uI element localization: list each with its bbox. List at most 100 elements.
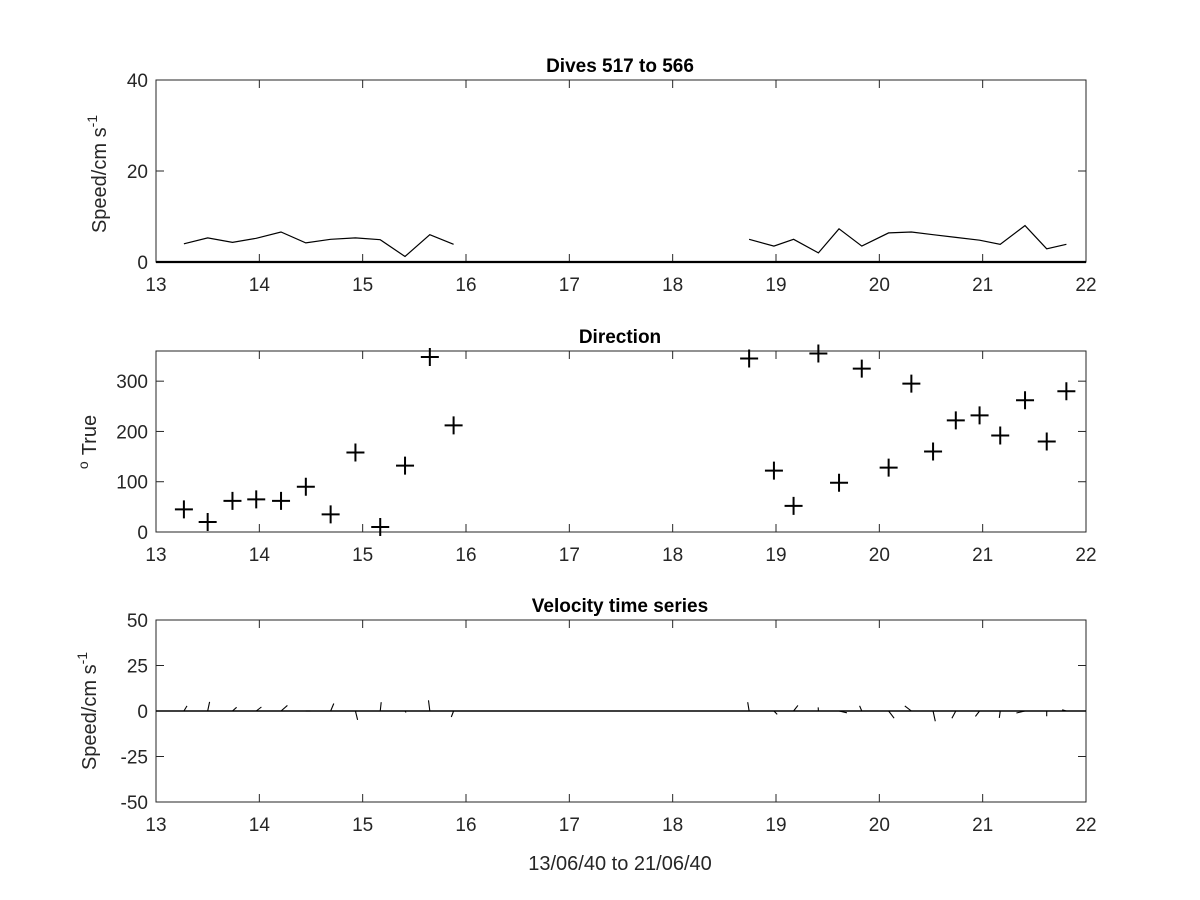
velocity-chart-ylabel: Speed/cm s-1 xyxy=(74,652,101,770)
velocity-chart-ylabel-text: Speed/cm s xyxy=(79,664,101,770)
direction-chart-xtick-label: 19 xyxy=(765,545,786,566)
speed-chart-xtick-label: 14 xyxy=(249,275,271,296)
velocity-chart-ytick-label: 25 xyxy=(127,657,148,678)
direction-chart-xtick-label: 16 xyxy=(455,545,476,566)
figure-xlabel: 13/06/40 to 21/06/40 xyxy=(528,853,712,875)
direction-chart-point xyxy=(784,496,803,515)
velocity-chart-ytick-label: -25 xyxy=(121,748,148,769)
direction-chart-xtick-label: 20 xyxy=(869,545,890,566)
velocity-chart-stick xyxy=(904,705,912,712)
direction-chart-panel: Direction o True 13 14 15 16 17 18 19 20 21 22 0 100… xyxy=(75,327,1097,566)
velocity-chart-stick xyxy=(450,710,455,718)
direction-chart-xtick-label: 21 xyxy=(972,545,993,566)
direction-chart-xtick-label: 15 xyxy=(352,545,373,566)
velocity-chart-stick xyxy=(330,703,335,712)
velocity-chart-xtick-label: 22 xyxy=(1075,815,1096,836)
direction-chart-ytick-label: 0 xyxy=(137,523,148,544)
speed-chart-xtick-label: 22 xyxy=(1075,275,1096,296)
direction-chart-ylabel-text: True xyxy=(79,415,101,455)
velocity-chart-stick xyxy=(255,706,262,712)
direction-chart-point xyxy=(879,458,898,477)
speed-chart-ytick-label: 40 xyxy=(127,71,148,92)
speed-chart-panel: Dives 517 to 566 Speed/cm s-1 13 14 15 16 17… xyxy=(84,56,1097,296)
direction-chart-xtick-label: 14 xyxy=(249,545,271,566)
speed-chart-xtick-label: 13 xyxy=(145,275,166,296)
direction-chart-xtick-label: 13 xyxy=(145,545,166,566)
direction-chart-point xyxy=(420,348,439,367)
velocity-chart-xtick-label: 19 xyxy=(765,815,786,836)
speed-chart-ytick-label: 0 xyxy=(137,253,148,274)
direction-chart-title: Direction xyxy=(579,327,661,348)
velocity-chart-stick xyxy=(183,705,188,712)
direction-chart-point xyxy=(991,426,1010,445)
direction-chart-point xyxy=(223,491,242,510)
direction-chart-point xyxy=(1016,391,1035,410)
velocity-chart-xtick-label: 18 xyxy=(662,815,683,836)
speed-chart-ytick-label: 20 xyxy=(127,162,148,183)
direction-chart-point xyxy=(247,490,266,509)
speed-chart-ylabel-text: Speed/cm s xyxy=(89,127,111,233)
velocity-chart-xtick-label: 14 xyxy=(249,815,271,836)
velocity-chart-xtick-label: 16 xyxy=(455,815,476,836)
direction-chart-point xyxy=(1057,382,1076,401)
velocity-chart-stick xyxy=(951,710,957,719)
velocity-chart-xtick-label: 15 xyxy=(352,815,373,836)
speed-chart-xtick-label: 19 xyxy=(765,275,786,296)
velocity-chart-stick xyxy=(232,706,237,712)
velocity-chart-stick xyxy=(974,710,981,717)
speed-chart-xtick-label: 21 xyxy=(972,275,993,296)
velocity-chart-ytick-label: 0 xyxy=(137,702,148,723)
velocity-chart-xtick-label: 13 xyxy=(145,815,166,836)
velocity-chart-stick xyxy=(932,710,936,722)
direction-chart-point xyxy=(924,442,943,461)
velocity-chart-stick xyxy=(404,710,407,713)
direction-chart-point xyxy=(809,344,828,363)
direction-chart-point xyxy=(321,505,340,524)
speed-chart-series-line xyxy=(748,224,1067,254)
velocity-chart-stick xyxy=(1062,709,1067,712)
velocity-chart-ylabel-exponent: -1 xyxy=(74,652,90,665)
velocity-chart-stick xyxy=(838,710,848,714)
direction-chart-point xyxy=(740,349,759,368)
velocity-chart-stick xyxy=(427,700,431,712)
direction-chart-ytick-label: 200 xyxy=(116,422,148,443)
speed-chart-xtick-label: 15 xyxy=(352,275,373,296)
speed-chart-xtick-label: 20 xyxy=(869,275,890,296)
direction-chart-point xyxy=(902,374,921,393)
velocity-chart-stick xyxy=(888,710,895,719)
velocity-chart-stick xyxy=(793,705,799,712)
velocity-chart-stick xyxy=(859,705,863,712)
direction-chart-point xyxy=(764,461,783,480)
direction-chart-point xyxy=(970,406,989,425)
direction-chart-axes-box xyxy=(155,350,1087,533)
direction-chart-point xyxy=(272,491,291,510)
direction-chart-point xyxy=(198,512,217,531)
direction-chart-point xyxy=(396,456,415,475)
velocity-chart-title: Velocity time series xyxy=(532,596,708,617)
speed-chart-title: Dives 517 to 566 xyxy=(546,56,694,77)
velocity-chart-ytick-label: 50 xyxy=(127,611,148,632)
velocity-chart-stick xyxy=(280,704,288,712)
velocity-chart-stick xyxy=(998,710,1001,718)
direction-chart-ytick-label: 100 xyxy=(116,473,148,494)
direction-chart-ylabel-prefix: o xyxy=(75,461,91,469)
direction-chart-point xyxy=(852,359,871,378)
direction-chart-point xyxy=(296,477,315,496)
velocity-chart-stick xyxy=(354,710,359,721)
velocity-chart-stick xyxy=(773,710,778,715)
direction-chart-point xyxy=(444,416,463,435)
speed-chart-ylabel-exponent: -1 xyxy=(84,115,100,128)
direction-chart-ytick-label: 300 xyxy=(116,372,148,393)
direction-chart-ylabel: o True xyxy=(75,415,101,469)
velocity-chart-ytick-label: -50 xyxy=(121,793,148,814)
velocity-chart-xtick-label: 21 xyxy=(972,815,993,836)
direction-chart-point xyxy=(1037,432,1056,451)
velocity-chart-panel: Velocity time series Speed/cm s-1 13/06/… xyxy=(74,596,1097,875)
velocity-chart-xtick-label: 20 xyxy=(869,815,890,836)
speed-chart-xtick-label: 18 xyxy=(662,275,683,296)
speed-chart-xtick-label: 17 xyxy=(559,275,580,296)
direction-chart-xtick-label: 17 xyxy=(559,545,580,566)
velocity-chart-stick xyxy=(207,701,211,712)
